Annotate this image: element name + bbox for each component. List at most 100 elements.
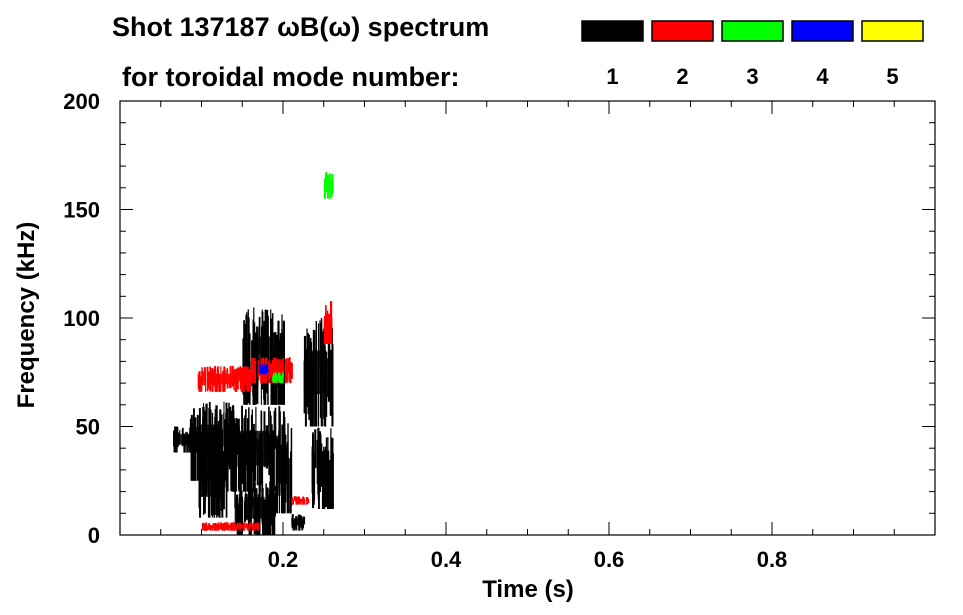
spectrum-core (310, 350, 325, 394)
spectrum-streak (207, 375, 209, 389)
spectrum-streak (320, 366, 323, 427)
spectrum-region-mode-1 (291, 514, 306, 531)
spectrum-streak (213, 524, 216, 531)
spectrum-streak (313, 462, 316, 500)
spectrum-streak (201, 372, 204, 386)
spectrum-streak (219, 450, 222, 480)
spectrum-streak (207, 525, 209, 530)
spectrum-streak (237, 368, 240, 382)
spectrum-streak (231, 440, 234, 478)
spectrum-streak (238, 443, 241, 488)
spectrum-streak (330, 301, 333, 332)
spectrum-streak (270, 309, 272, 348)
spectrum-region-mode-1 (234, 481, 276, 535)
spectrum-streak (194, 417, 197, 481)
spectrum-streak (329, 349, 332, 416)
spectrum-streak (273, 493, 275, 535)
spectrum-streak (245, 482, 247, 505)
spectrum-streak (314, 429, 317, 468)
spectrum-streak (227, 427, 229, 492)
spectrum-streak (229, 366, 231, 378)
spectrum-streak (223, 401, 225, 454)
spectrum-streak (199, 465, 202, 518)
legend-label-mode-3: 3 (746, 64, 758, 89)
spectrum-core (316, 451, 327, 485)
spectrum-streak (245, 366, 248, 381)
y-axis-label: Frequency (kHz) (13, 222, 40, 409)
spectrum-streak (306, 328, 308, 371)
spectrum-streak (324, 179, 326, 199)
spectrum-streak (212, 523, 214, 528)
spectrum-streak (254, 363, 256, 381)
spectrum-streak (258, 316, 261, 355)
spectrum-streak (242, 338, 244, 395)
spectrum-streak (330, 456, 332, 509)
x-tick-label: 0.6 (594, 547, 625, 572)
spectrum-streak (278, 405, 280, 440)
spectrum-streak (206, 366, 209, 383)
spectrum-streak (277, 320, 280, 363)
spectrum-streak (288, 457, 290, 514)
spectrum-streak (281, 359, 284, 382)
spectrum-core (295, 498, 304, 502)
spectrum-streak (238, 494, 241, 527)
spectrum-marks (173, 171, 334, 535)
spectrum-streak (287, 358, 290, 373)
spectrum-streak (251, 409, 253, 445)
spectrum-streak (255, 406, 257, 454)
spectrum-streak (330, 428, 332, 459)
spectrum-streak (269, 481, 272, 532)
spectrum-streak (190, 423, 193, 481)
spectrum-streak (256, 522, 259, 529)
spectrum-streak (237, 419, 239, 455)
spectrum-streak (235, 494, 238, 527)
spectrum-streak (270, 424, 273, 492)
spectrum-streak (257, 503, 259, 535)
spectrum-streak (331, 437, 333, 479)
spectrum-streak (303, 499, 306, 505)
x-tick-label: 0.4 (431, 547, 462, 572)
spectrum-streak (248, 370, 251, 392)
chart-title-line1: Shot 137187 ωB(ω) spectrum (112, 12, 489, 42)
spectrum-streak (196, 414, 199, 481)
legend-swatch-mode-5 (861, 20, 924, 42)
legend-label-mode-4: 4 (816, 64, 829, 89)
spectrum-streak (281, 376, 283, 384)
spectrum-streak (243, 367, 246, 386)
spectrum-streak (286, 442, 289, 514)
spectrum-streak (201, 460, 203, 487)
spectrum-streak (234, 425, 237, 481)
legend-label-mode-1: 1 (606, 64, 618, 89)
spectrum-streak (209, 525, 212, 531)
spectrum-core (210, 373, 238, 384)
spectrum-region-mode-3 (272, 372, 284, 384)
spectrum-streak (292, 520, 294, 529)
spectrum-streak (204, 371, 206, 383)
spectrum-streak (192, 432, 195, 479)
spectrum-streak (216, 367, 219, 380)
spectrum-streak (228, 416, 231, 457)
spectrum-streak (280, 375, 282, 384)
spectrum-streak (250, 362, 253, 381)
spectrum-streak (293, 496, 296, 501)
spectrum-streak (261, 368, 264, 375)
spectrum-streak (199, 376, 203, 392)
spectrum-streak (266, 488, 269, 526)
spectrum-streak (239, 366, 241, 376)
spectrum-streak (198, 450, 201, 485)
legend-swatch-mode-4 (791, 20, 854, 42)
spectrum-streak (284, 362, 286, 373)
spectrum-streak (331, 344, 334, 427)
spectrum-streak (329, 182, 332, 199)
spectrum-streak (261, 364, 264, 369)
spectrum-region-mode-3 (323, 171, 334, 199)
spectrum-streak (291, 497, 293, 501)
spectrum-streak (246, 368, 249, 392)
spectrum-streak (250, 522, 252, 528)
spectrum-streak (218, 474, 221, 518)
spectrum-streak (260, 358, 263, 369)
spectrum-core (325, 178, 330, 191)
spectrum-streak (306, 497, 309, 505)
spectrum-streak (203, 457, 206, 503)
